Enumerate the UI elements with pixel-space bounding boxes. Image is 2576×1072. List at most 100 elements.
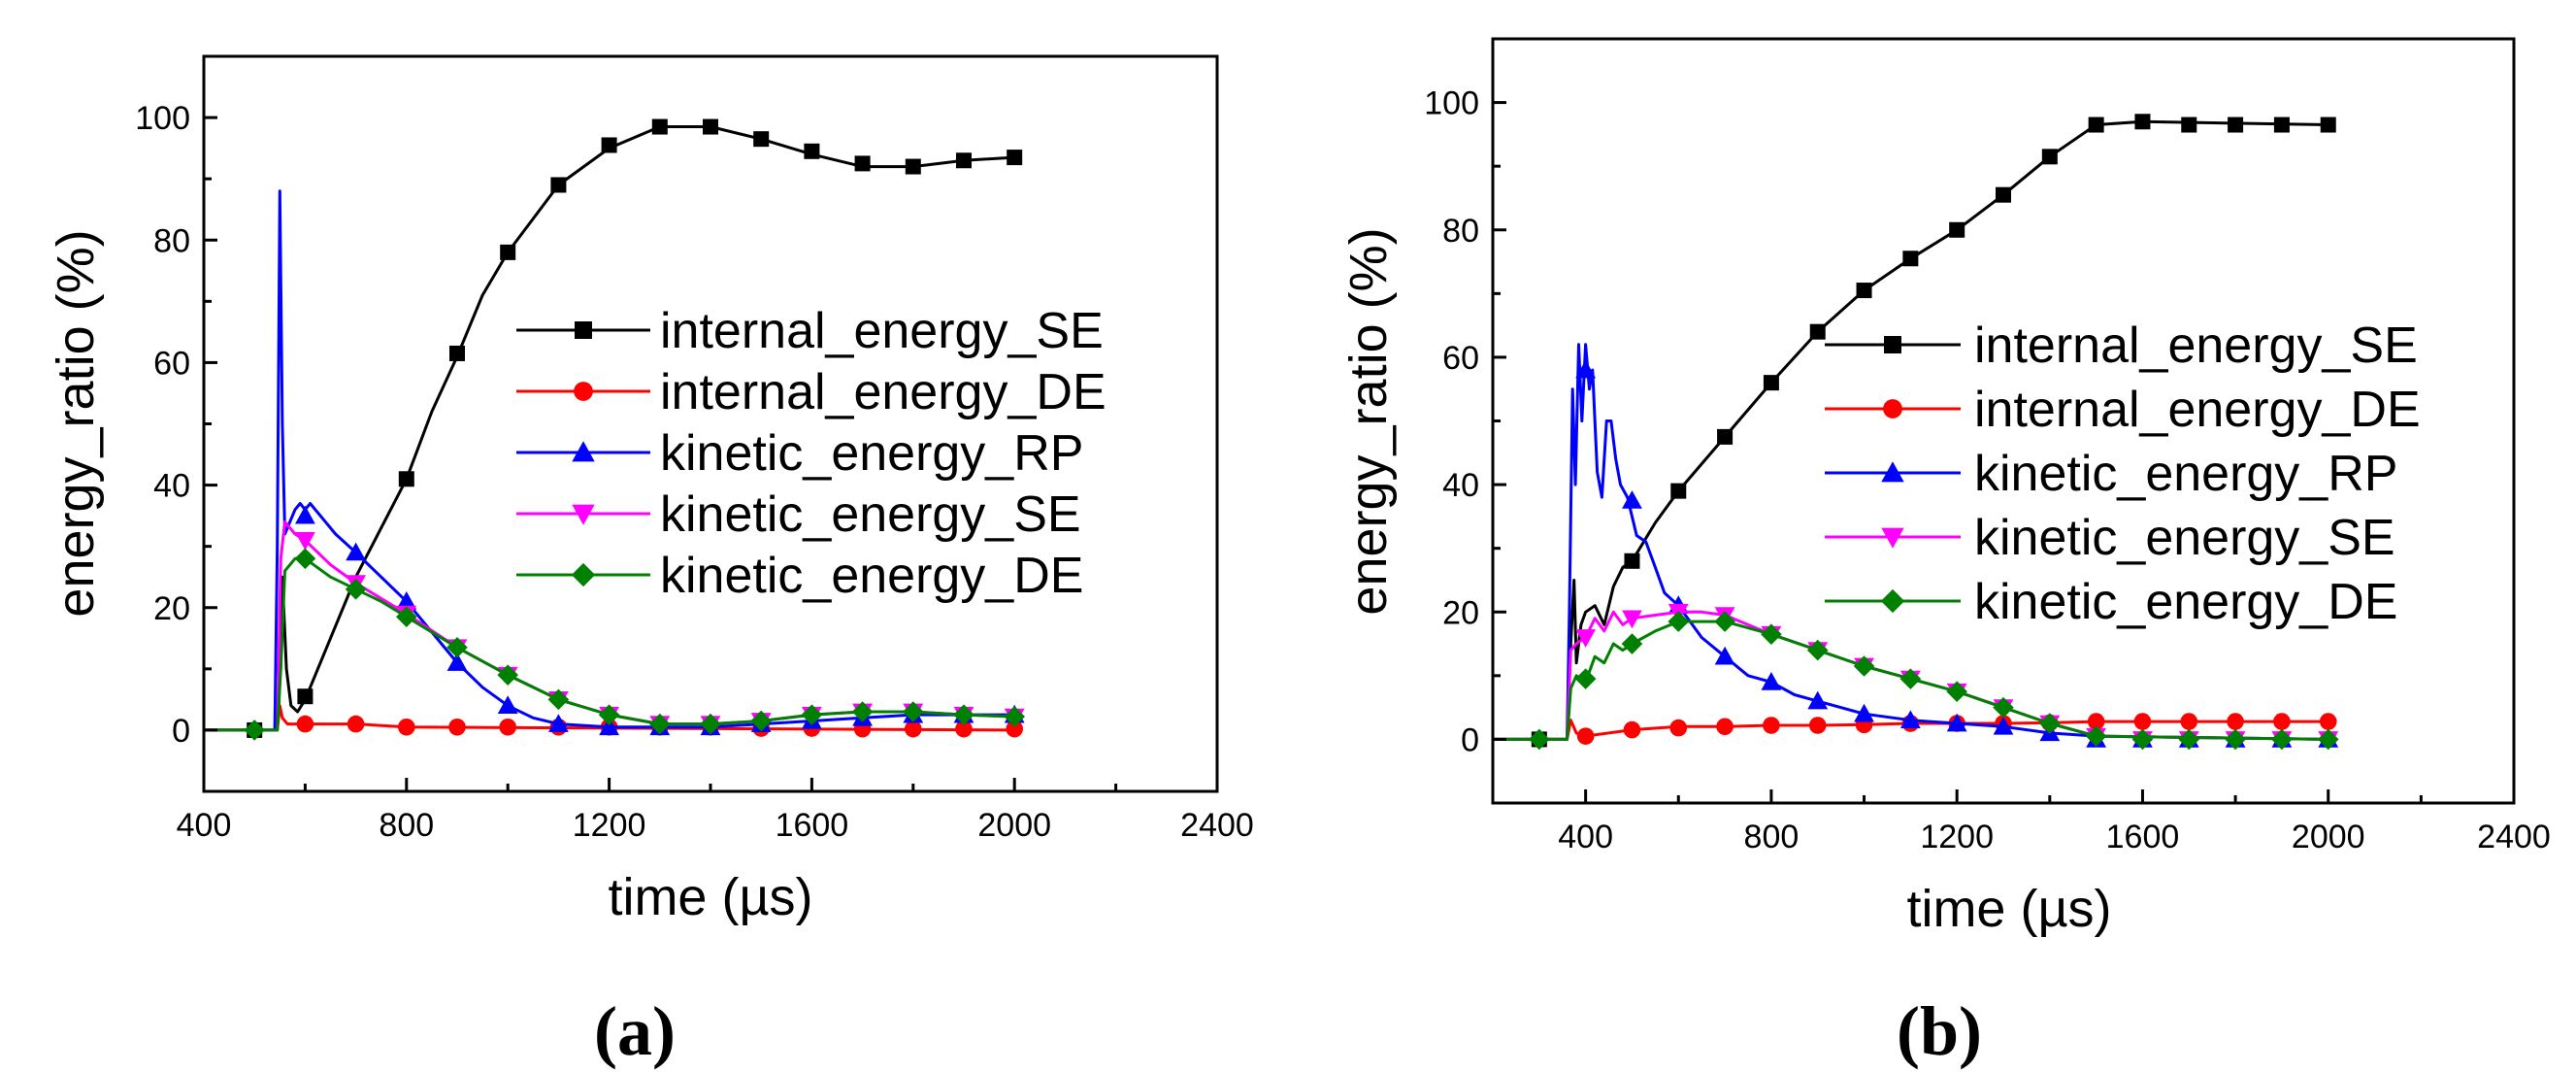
- panel-b-label: (b): [1897, 992, 1982, 1070]
- panel-b-data-point: [2180, 713, 2198, 730]
- panel-b-legend-marker: [1881, 461, 1904, 483]
- panel-a-y-tick-label: 40: [153, 468, 190, 505]
- panel-a-data-point: [753, 131, 770, 148]
- panel-b-data-point: [2225, 728, 2246, 751]
- panel-a-data-point: [700, 713, 721, 735]
- panel-a-data-point: [398, 471, 414, 487]
- panel-b-data-point: [1529, 728, 1550, 751]
- panel-a-legend-label: kinetic_energy_RP: [660, 425, 1083, 482]
- panel-b-data-point: [2319, 713, 2337, 730]
- panel-b-y-tick-label: 40: [1442, 467, 1479, 504]
- panel-a-data-point: [446, 636, 468, 658]
- panel-a-data-point: [295, 505, 315, 524]
- panel-b-data-point: [1899, 710, 1921, 729]
- panel-b-data-point: [2088, 117, 2104, 133]
- panel-a-legend-label: kinetic_energy_DE: [660, 548, 1083, 604]
- panel-b-y-tick-label: 100: [1424, 85, 1479, 122]
- panel-b-data-point: [1946, 681, 1967, 703]
- panel-b-data-point: [2087, 713, 2105, 730]
- panel-a-data-point: [294, 548, 316, 570]
- panel-a-data-point: [905, 158, 921, 175]
- panel-b-data-point: [2131, 728, 2154, 751]
- panel-a-data-point: [854, 155, 871, 172]
- panel-a-data-point: [649, 713, 671, 735]
- panel-b-data-point: [2181, 117, 2197, 133]
- panel-a-x-tick-label: 2400: [1180, 807, 1254, 844]
- panel-a-legend-marker: [572, 504, 595, 525]
- panel-b-data-point: [1575, 629, 1597, 648]
- panel-b-legend-entry: internal_energy_SE: [1825, 318, 2418, 374]
- panel-b-data-point: [2133, 713, 2152, 730]
- panel-b-legend-marker: [1880, 588, 1905, 614]
- panel-a-data-point: [905, 720, 922, 738]
- panel-b-x-tick-label: 2000: [2292, 819, 2365, 855]
- panel-b-data-point: [1763, 375, 1779, 391]
- panel-b-data-point: [1622, 490, 1642, 509]
- panel-b-data-point: [2227, 713, 2244, 730]
- panel-a-data-point: [599, 717, 619, 736]
- panel-b-data-point: [1714, 611, 1735, 632]
- panel-a-data-point: [396, 606, 417, 628]
- panel-a-x-tick-label: 1200: [573, 807, 646, 844]
- panel-b-x-axis-title: time (µs): [1906, 880, 2111, 938]
- panel-b-data-point: [1763, 717, 1780, 734]
- panel-a-y-tick-label: 80: [153, 222, 190, 259]
- panel-a-data-point: [1004, 706, 1025, 727]
- panel-a-data-point: [449, 345, 465, 361]
- panel-b-legend-label: kinetic_energy_DE: [1974, 574, 2397, 630]
- panel-a-y-tick-label: 0: [172, 713, 190, 750]
- panel-a-data-point: [903, 701, 924, 722]
- panel-b-data-point: [1807, 690, 1829, 710]
- panel-b-series-kinetic_energy_DE: [1493, 611, 2339, 751]
- panel-a-legend-entry: kinetic_energy_RP: [516, 425, 1083, 482]
- panel-a-data-point: [651, 118, 668, 135]
- panel-a-data-point: [801, 704, 823, 725]
- panel-a-data-point: [956, 152, 972, 169]
- panel-b-legend-entry: kinetic_energy_DE: [1825, 574, 2397, 630]
- panel-b-data-point: [1622, 610, 1642, 629]
- panel-a-data-point: [1006, 720, 1023, 738]
- panel-b-data-point: [1853, 655, 1875, 677]
- panel-b-data-point: [1761, 623, 1782, 646]
- panel-b-data-point: [1761, 671, 1782, 690]
- panel-b-data-point: [1621, 633, 1643, 654]
- panel-b-legend-label: kinetic_energy_SE: [1974, 510, 2395, 566]
- panel-a-data-point: [955, 720, 973, 738]
- panel-b-x-tick-label: 800: [1744, 819, 1800, 855]
- panel-b-y-tick-label: 60: [1442, 340, 1479, 377]
- panel-a-legend-entry: kinetic_energy_SE: [516, 486, 1081, 543]
- panel-a-legend-label: kinetic_energy_SE: [660, 486, 1081, 543]
- panel-b-legend-marker: [1881, 527, 1904, 549]
- panel-b-data-point: [1949, 221, 1965, 238]
- panel-b-data-point: [1624, 553, 1640, 569]
- panel-b-data-point: [1808, 717, 1827, 734]
- panel-b-data-point: [2039, 713, 2061, 734]
- panel-a-legend-marker: [574, 382, 593, 401]
- panel-a-x-tick-label: 1600: [776, 807, 849, 844]
- panel-b-data-point: [2228, 117, 2244, 133]
- panel-b-x-tick-label: 1600: [2106, 819, 2180, 855]
- panel-b-data-point: [2320, 117, 2336, 133]
- panel-a-legend-marker: [571, 562, 596, 587]
- panel-a-data-point: [547, 688, 570, 711]
- panel-b-data-point: [1809, 323, 1826, 340]
- panel-b-legend-entry: internal_energy_DE: [1825, 382, 2421, 438]
- panel-b-data-point: [1668, 611, 1690, 632]
- panel-a-data-point: [497, 664, 518, 686]
- panel-b-legend-entry: kinetic_energy_RP: [1825, 446, 2397, 502]
- panel-a-data-point: [750, 710, 772, 732]
- panel-a-data-point: [550, 177, 567, 193]
- panel-a-data-point: [398, 718, 415, 736]
- panel-a-data-point: [297, 688, 314, 705]
- panel-a-data-point: [500, 244, 516, 260]
- panel-a-data-point: [244, 720, 265, 741]
- panel-a-y-tick-label: 100: [135, 100, 190, 137]
- panel-a-data-point: [446, 653, 468, 671]
- panel-a-data-point: [804, 143, 820, 159]
- panel-a-data-point: [499, 718, 516, 736]
- panel-b-data-point: [1854, 703, 1874, 722]
- panel-b-data-point: [2317, 728, 2339, 751]
- panel-a-legend-label: internal_energy_SE: [660, 303, 1104, 359]
- panel-b-legend-label: internal_energy_SE: [1974, 318, 2418, 374]
